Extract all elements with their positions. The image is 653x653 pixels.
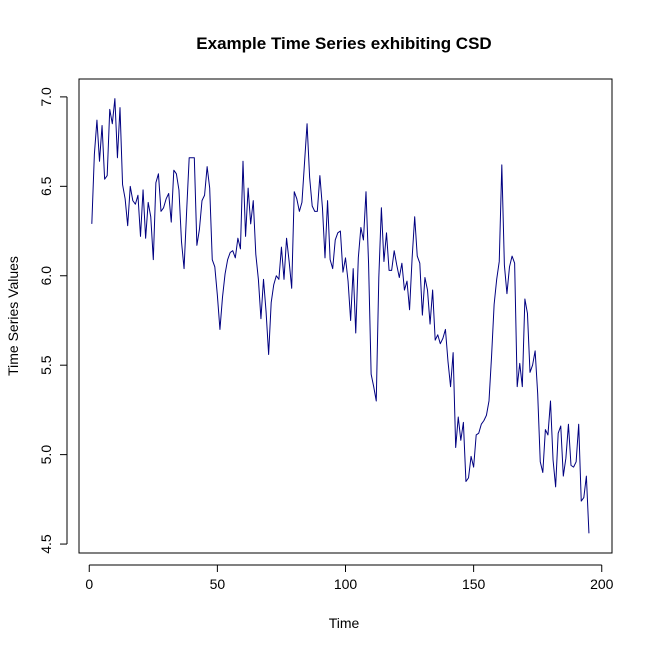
x-tick-label: 50 bbox=[210, 576, 226, 592]
y-axis-label: Time Series Values bbox=[5, 256, 21, 376]
y-tick-label: 6.5 bbox=[38, 176, 54, 196]
series-line-0 bbox=[91, 98, 590, 534]
y-tick-label: 7.0 bbox=[38, 87, 54, 107]
y-tick-label: 6.0 bbox=[38, 266, 54, 286]
plot-frame bbox=[78, 78, 613, 554]
y-axis: 4.5 5.0 5.5 6.0 6.5 7.0 bbox=[38, 87, 68, 554]
x-tick-label: 200 bbox=[590, 576, 614, 592]
y-tick-label: 4.5 bbox=[38, 534, 54, 554]
x-axis-label: Time bbox=[329, 615, 360, 631]
x-tick-label: 100 bbox=[334, 576, 358, 592]
y-tick-label: 5.5 bbox=[38, 355, 54, 375]
chart-title: Example Time Series exhibiting CSD bbox=[196, 34, 491, 53]
x-tick-label: 0 bbox=[85, 576, 93, 592]
series-group bbox=[91, 98, 590, 534]
x-axis: 0 50 100 150 200 bbox=[85, 564, 614, 592]
x-tick-label: 150 bbox=[462, 576, 486, 592]
y-tick-label: 5.0 bbox=[38, 445, 54, 465]
